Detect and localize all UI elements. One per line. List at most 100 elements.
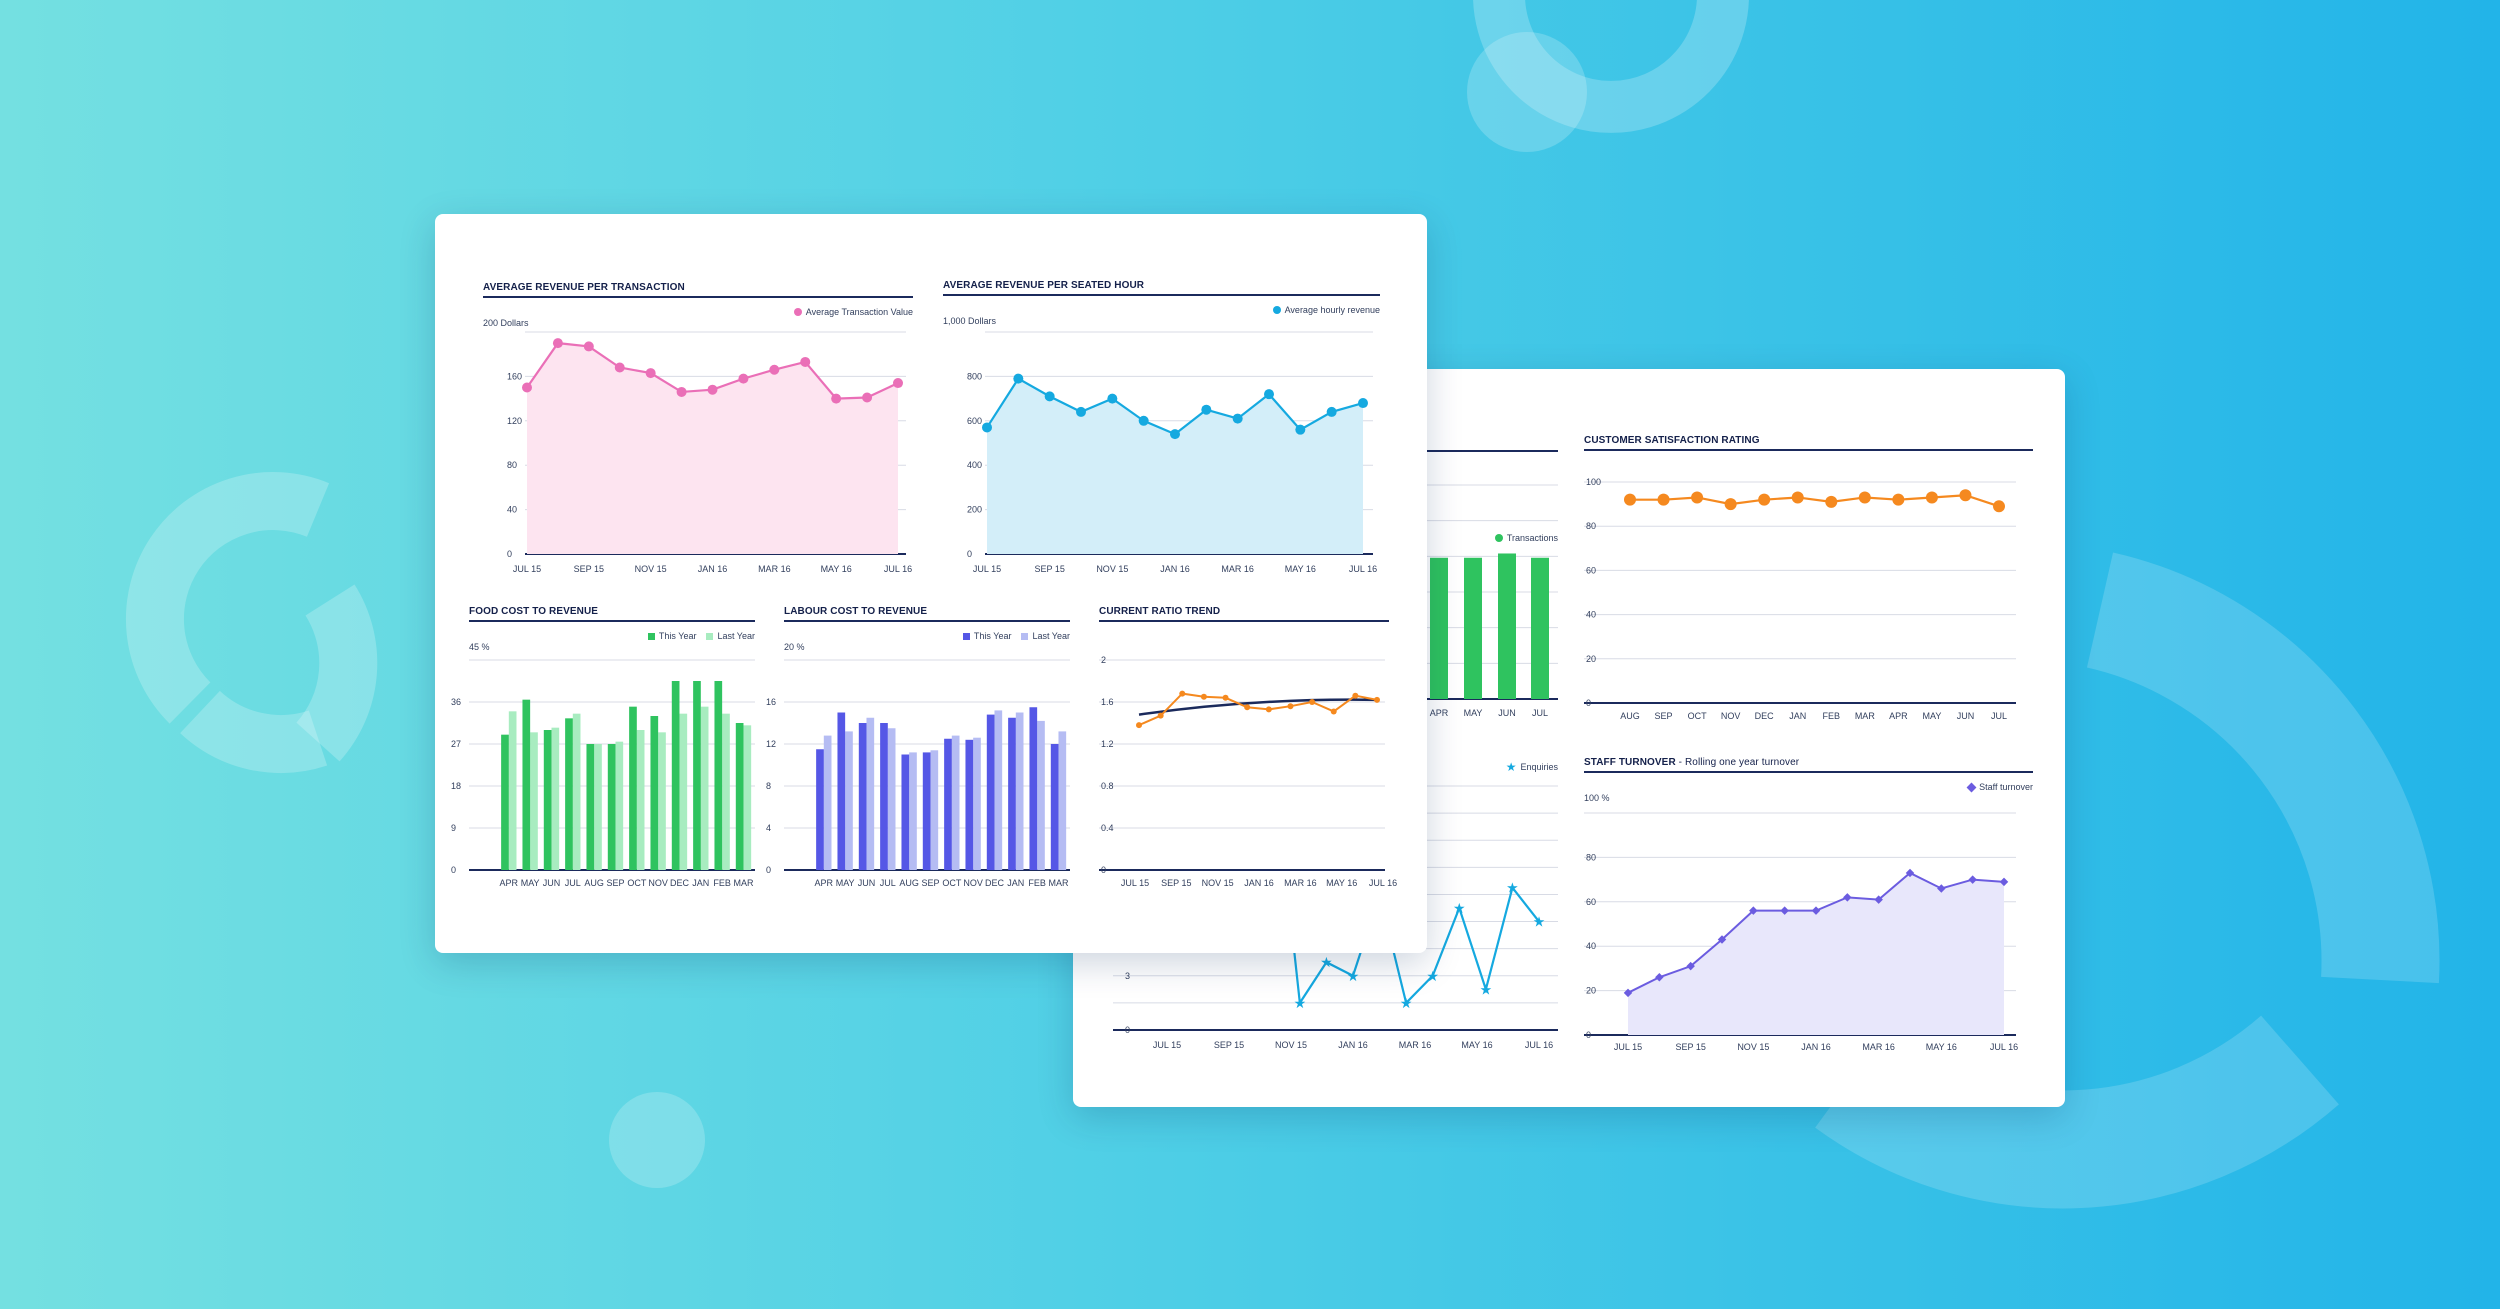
y-tick-label: 400 [967, 460, 982, 470]
y-tick-label: 40 [1586, 941, 1596, 951]
x-tick-label: MAY [521, 878, 540, 888]
legend-item-transactions: Transactions [1494, 533, 1558, 543]
title-rule [943, 294, 1380, 296]
x-tick-label: FEB [1823, 711, 1841, 721]
y-tick-label: 0 [1586, 698, 1591, 708]
data-point [1295, 424, 1306, 435]
data-point [831, 393, 842, 404]
x-tick-label: MAR 16 [1862, 1042, 1895, 1052]
data-point [893, 378, 903, 389]
data-point [1044, 391, 1055, 402]
bar-last-year [1058, 731, 1067, 870]
x-tick-label: SEP 15 [574, 564, 604, 574]
y-tick-label: 80 [1586, 521, 1596, 531]
chart-title: AVERAGE REVENUE PER TRANSACTION [483, 282, 685, 293]
chart-plot: 100 80 60 40 20 0 AUG SEP OCT NOV DEC JAN FEB MAR APR M… [1584, 477, 2016, 721]
legend-label: Average Transaction Value [805, 307, 913, 317]
data-point [1107, 393, 1118, 404]
bar-last-year [700, 706, 709, 870]
chart-title: AVERAGE REVENUE PER SEATED HOUR [943, 280, 1145, 291]
data-point [1265, 706, 1272, 713]
legend-item-average-hourly-revenue: Average hourly revenue [1272, 305, 1380, 315]
data-point [1724, 498, 1737, 511]
data-point [1136, 722, 1142, 729]
legend-square-icon [706, 632, 714, 640]
x-tick-label: JUN [858, 878, 876, 888]
legend: Average hourly revenue [1272, 305, 1380, 315]
legend-label: Staff turnover [1979, 782, 2033, 792]
bar-last-year [845, 731, 853, 870]
chart-title: CURRENT RATIO TREND [1099, 606, 1221, 617]
x-tick-label: JUN [543, 878, 561, 888]
bar-this-year [735, 723, 744, 870]
data-point [1244, 704, 1251, 711]
series-line [1272, 758, 1540, 1007]
data-point [1374, 696, 1380, 703]
x-tick-label: SEP 15 [1034, 564, 1064, 574]
y-tick-label: 800 [967, 371, 982, 381]
title-rule [1099, 620, 1389, 622]
data-point-star: ★ [1320, 954, 1333, 970]
bar-last-year [658, 732, 666, 870]
chart-title: CUSTOMER SATISFACTION RATING [1584, 435, 1760, 446]
data-point-diamond [1780, 906, 1789, 915]
x-tick-label: AUG [584, 878, 604, 888]
bar-this-year [671, 681, 680, 870]
data-point [1892, 493, 1905, 506]
bar-this-year [880, 723, 888, 870]
data-point [1993, 500, 2005, 513]
x-tick-label: JUL 16 [1990, 1042, 2018, 1052]
ring-left-decoration [125, 472, 378, 773]
data-point [1624, 493, 1636, 506]
x-tick-label: APR [815, 878, 834, 888]
y-tick-label: 120 [507, 416, 522, 426]
bar-last-year [679, 713, 688, 870]
x-tick-label: APR [500, 878, 519, 888]
x-tick-label: MAY [836, 878, 855, 888]
x-tick-label: OCT [627, 878, 647, 888]
x-tick-label: MAR [1855, 711, 1876, 721]
bar-this-year [607, 744, 616, 870]
legend-item-staff-turnover: Staff turnover [1966, 782, 2033, 792]
trend-line [1138, 698, 1378, 716]
bar-this-year [986, 714, 995, 870]
data-point [707, 384, 718, 395]
bar-this-year [629, 706, 637, 870]
x-tick-label: MAR 16 [758, 564, 791, 574]
legend-label: Last Year [1032, 631, 1070, 641]
data-point [769, 364, 780, 375]
data-point [1657, 493, 1670, 506]
y-tick-label: 20 [1586, 986, 1596, 996]
bar-last-year [636, 730, 645, 870]
data-point-star: ★ [1400, 995, 1413, 1011]
x-tick-label: JUL 15 [513, 564, 541, 574]
y-tick-label: 9 [451, 823, 456, 833]
data-point [1959, 489, 1972, 502]
y-tick-label: 100 [1586, 477, 1601, 487]
data-point [738, 373, 749, 384]
y-tick-label: 8 [766, 781, 771, 791]
y-tick-label: 80 [1586, 852, 1596, 862]
chart-labour-cost-to-revenue: LABOUR COST TO REVENUE This Year Last Ye… [766, 606, 1070, 906]
legend-dot-icon [1272, 306, 1281, 314]
data-point-diamond [1749, 906, 1758, 915]
bar-last-year [722, 713, 730, 870]
legend-item-last-year: Last Year [706, 631, 755, 641]
y-unit-label: 100 % [1584, 793, 1610, 803]
y-tick-label: 3 [1125, 971, 1130, 981]
bar-this-year [714, 681, 723, 870]
y-tick-label: 16 [766, 697, 776, 707]
x-tick-label: AUG [1620, 711, 1640, 721]
x-tick-label: NOV [963, 878, 983, 888]
bar-this-year [965, 739, 974, 870]
data-point [1758, 493, 1771, 506]
bar-transactions [1464, 557, 1482, 699]
title-rule [784, 620, 1070, 622]
y-tick-label: 80 [507, 460, 517, 470]
x-tick-label: OCT [942, 878, 962, 888]
bar-this-year [944, 738, 952, 870]
data-point [1157, 712, 1164, 719]
x-tick-label: NOV 15 [635, 564, 667, 574]
legend-square-icon [1021, 632, 1029, 640]
